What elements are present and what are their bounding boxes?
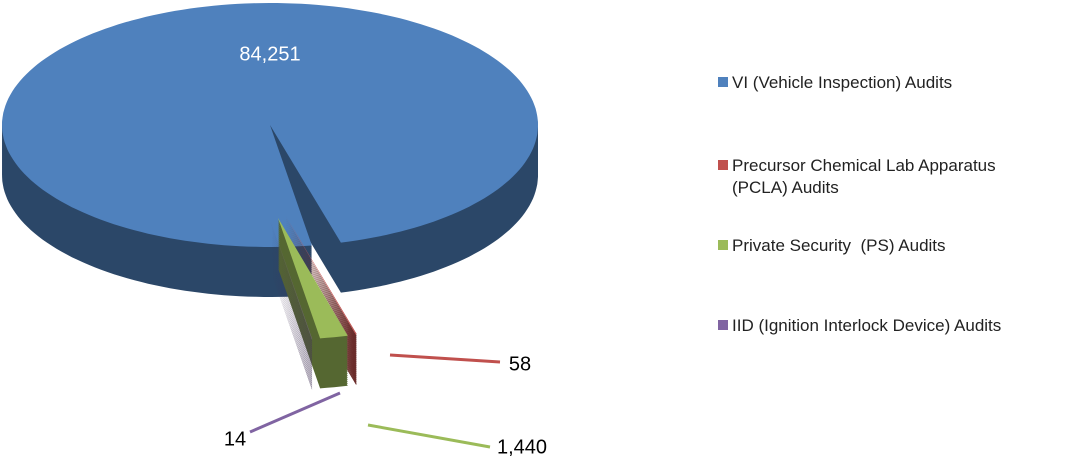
legend-label: Precursor Chemical Lab Apparatus (PCLA) … bbox=[732, 156, 1001, 197]
legend-label: Private Security (PS) Audits bbox=[732, 236, 946, 255]
legend-item: VI (Vehicle Inspection) Audits bbox=[718, 72, 1068, 94]
slice-side bbox=[269, 220, 313, 390]
legend-swatch bbox=[718, 320, 728, 330]
slice bbox=[269, 218, 313, 340]
data-label: 84,251 bbox=[239, 43, 300, 65]
leader-line bbox=[389, 353, 501, 364]
legend-swatch bbox=[718, 160, 728, 170]
data-label: 1,440 bbox=[497, 436, 547, 458]
data-label: 14 bbox=[224, 428, 246, 450]
leader-line bbox=[249, 391, 341, 434]
slice bbox=[2, 3, 538, 247]
legend-label: IID (Ignition Interlock Device) Audits bbox=[732, 316, 1002, 335]
leader-line bbox=[367, 423, 491, 449]
legend-swatch bbox=[718, 240, 728, 250]
slice bbox=[277, 217, 348, 339]
legend-label: VI (Vehicle Inspection) Audits bbox=[732, 73, 953, 92]
legend-item: Private Security (PS) Audits bbox=[718, 235, 1068, 257]
legend-swatch bbox=[718, 77, 728, 87]
legend-item: IID (Ignition Interlock Device) Audits bbox=[718, 315, 1068, 337]
legend-item: Precursor Chemical Lab Apparatus (PCLA) … bbox=[718, 155, 1068, 199]
data-label: 58 bbox=[509, 353, 531, 375]
slice bbox=[285, 216, 357, 335]
